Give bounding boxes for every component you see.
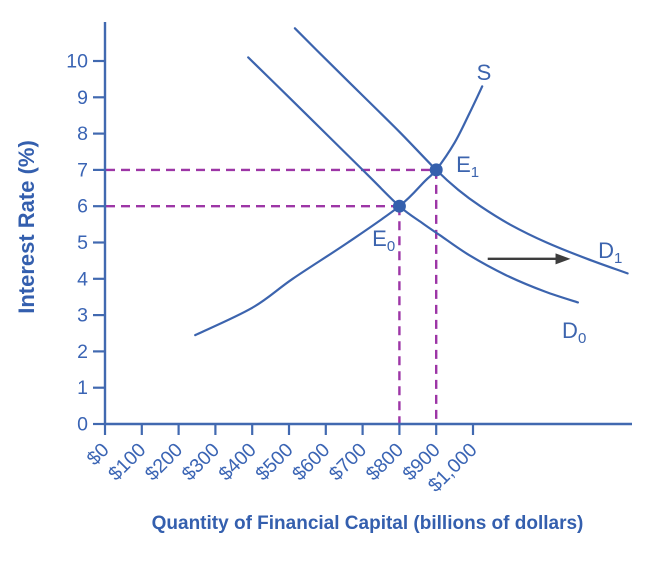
label-s: S — [477, 60, 492, 85]
x-tick-label: $400 — [214, 439, 260, 485]
y-tick-label: 9 — [77, 87, 88, 109]
y-tick-label: 10 — [66, 51, 88, 73]
equilibrium-guides-e1 — [106, 168, 438, 423]
supply-curve — [194, 85, 484, 337]
y-tick-label: 0 — [77, 414, 88, 436]
equilibrium-point-e1 — [429, 163, 443, 177]
equilibrium-point-e0 — [392, 199, 406, 213]
y-tick-label: 8 — [77, 123, 88, 145]
label-e1: E1 — [456, 152, 479, 181]
arrow-head-icon — [555, 253, 571, 265]
y-tick-label: 7 — [77, 159, 88, 181]
label-d0: D0 — [562, 318, 586, 347]
demand-curve-d0 — [247, 56, 579, 304]
equilibrium-guides-e0 — [106, 205, 401, 423]
x-axis-title: Quantity of Financial Capital (billions … — [151, 513, 584, 534]
y-tick-label: 6 — [77, 196, 88, 218]
label-d1: D1 — [598, 238, 622, 267]
y-tick-label: 5 — [77, 232, 88, 254]
y-tick-label: 4 — [77, 268, 88, 290]
x-tick-label: $100 — [104, 439, 150, 485]
x-tick-label: $700 — [325, 439, 371, 485]
y-axis-title: Interest Rate (%) — [14, 140, 39, 314]
x-tick-label: $200 — [141, 439, 187, 485]
y-tick-label: 2 — [77, 341, 88, 363]
x-tick-label: $300 — [178, 439, 224, 485]
x-tick-label: $600 — [288, 439, 334, 485]
demand-curve-d1 — [293, 27, 629, 275]
x-tick-label: $800 — [362, 439, 408, 485]
x-tick-label: $500 — [251, 439, 297, 485]
y-tick-label: 1 — [77, 377, 88, 399]
label-e0: E0 — [372, 226, 395, 255]
demand-shift-arrow — [487, 253, 571, 265]
y-tick-label: 3 — [77, 305, 88, 327]
